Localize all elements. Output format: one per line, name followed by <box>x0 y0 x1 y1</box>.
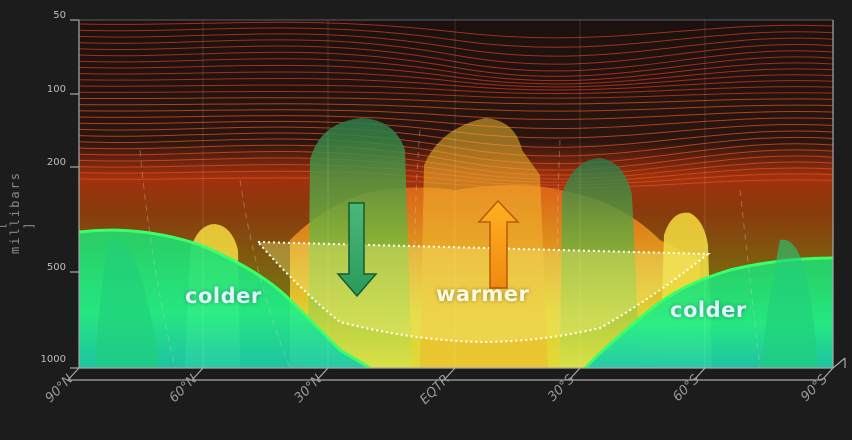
y-tick-1000: 1000 <box>40 354 66 365</box>
y-tick-200: 200 <box>46 157 66 168</box>
isotherm-line <box>79 33 833 57</box>
isotherm-line <box>79 90 833 99</box>
sinking-air-arrow <box>336 202 378 298</box>
isotherm-line <box>79 84 833 95</box>
isotherm-line <box>79 97 833 105</box>
cold-lobe-1 <box>95 239 160 368</box>
axes-frame <box>67 19 846 381</box>
isotherm-line <box>79 115 833 129</box>
isotherm-line <box>79 71 833 88</box>
y-tick-50: 50 <box>53 10 66 21</box>
isotherm-line <box>79 39 833 65</box>
region-label-colder-right: colder <box>670 298 747 322</box>
plot-area <box>79 20 833 368</box>
isotherm-line <box>79 64 833 85</box>
circulation-cell-outline <box>255 240 711 344</box>
y-tick-500: 500 <box>46 262 66 273</box>
cold-lobe-2 <box>760 239 818 368</box>
plume-center <box>420 118 548 368</box>
isotherm-line <box>79 51 833 77</box>
cold-front-left <box>79 228 371 368</box>
plume-right <box>560 158 640 368</box>
vertical-gridlines <box>202 20 706 368</box>
region-label-warmer: warmer <box>436 282 530 306</box>
isotherm-line <box>79 27 833 48</box>
isotherm-line <box>79 103 833 112</box>
y-axis-title: [ millibars ] <box>0 170 36 254</box>
isotherm-line <box>79 58 833 82</box>
meridian-guides <box>139 129 761 368</box>
region-label-colder-left: colder <box>185 284 262 308</box>
rising-air-arrow <box>477 199 520 289</box>
y-tick-100: 100 <box>46 84 66 95</box>
isotherm-line <box>79 21 833 39</box>
isotherm-line <box>79 78 833 91</box>
isotherm-line <box>79 45 833 72</box>
isotherm-line <box>79 109 833 120</box>
